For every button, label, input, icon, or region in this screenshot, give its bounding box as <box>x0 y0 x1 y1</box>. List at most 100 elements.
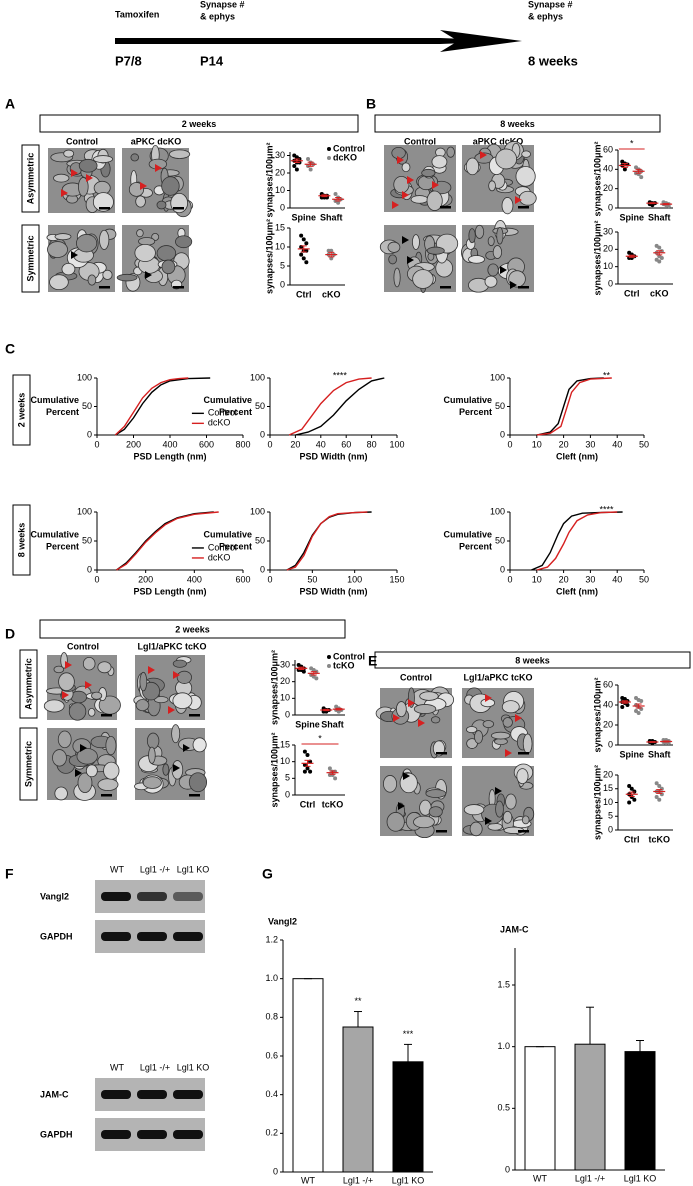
bar <box>342 1026 374 1173</box>
data-point <box>627 800 632 805</box>
category-label: Spine <box>291 212 316 222</box>
arrowhead <box>85 681 92 689</box>
micrograph-texture <box>57 730 72 749</box>
micrograph-texture <box>43 699 65 713</box>
arrowhead <box>173 671 180 679</box>
data-point <box>327 766 332 771</box>
x-tick-label: 100 <box>347 574 362 584</box>
micrograph-texture <box>49 274 69 291</box>
arrowhead <box>407 176 414 184</box>
x-tick-label: 0 <box>507 574 512 584</box>
data-point <box>305 753 310 757</box>
y-tick-label: 0 <box>608 824 613 834</box>
lane-label: Lgl1 KO <box>177 1062 210 1072</box>
significance: * <box>630 138 634 148</box>
y-axis-label: Cumulative <box>30 395 79 405</box>
arrowhead <box>515 196 522 204</box>
micrograph-texture <box>78 158 98 173</box>
data-point <box>654 781 659 786</box>
micrograph-texture <box>430 716 441 724</box>
band-label: JAM-C <box>40 1089 69 1099</box>
micrograph-texture <box>54 786 68 801</box>
micrograph-texture <box>502 810 513 824</box>
cdf-line <box>116 511 214 571</box>
bar <box>574 1043 606 1171</box>
legend-marker <box>327 655 331 659</box>
data-point <box>622 167 627 172</box>
x-tick-label: 50 <box>307 574 317 584</box>
cdf-line <box>531 511 623 571</box>
micrograph-texture <box>482 720 495 729</box>
y-tick-label: 0.5 <box>497 1103 510 1113</box>
y-tick-label: 20 <box>603 244 613 254</box>
micrograph-texture <box>446 146 455 158</box>
row-box <box>12 374 31 446</box>
x-tick-label: Lgl1 -/+ <box>343 1175 373 1185</box>
data-point <box>639 699 644 703</box>
arrowhead <box>62 691 69 699</box>
data-point <box>299 252 304 257</box>
cdf-line <box>536 377 612 436</box>
data-point <box>620 705 625 709</box>
micrograph-texture <box>130 153 140 162</box>
y-axis-label: Percent <box>46 407 79 417</box>
data-point <box>333 776 338 781</box>
y-tick-label: 50 <box>495 535 505 545</box>
column-label: Lgl1/aPKC tcKO <box>463 672 532 682</box>
panel-letter: E <box>368 653 377 669</box>
data-point <box>301 256 306 261</box>
micrograph-texture <box>87 274 97 286</box>
title-box <box>374 651 691 669</box>
y-axis-label: Percent <box>459 407 492 417</box>
micrograph-texture <box>92 192 114 212</box>
timeline-label: Synapse # <box>200 0 245 9</box>
micrograph-texture <box>170 192 189 214</box>
y-axis-label: Cumulative <box>203 395 252 405</box>
micrograph-texture <box>192 737 207 753</box>
micrograph-texture <box>393 267 401 288</box>
blot-band <box>173 1090 203 1099</box>
micrograph-texture <box>466 738 478 749</box>
y-tick-label: 100 <box>490 506 505 516</box>
y-axis-label: synapses/100μm² <box>269 732 279 807</box>
micrograph-texture <box>54 233 72 241</box>
micrograph-texture <box>75 234 98 253</box>
micrograph-texture <box>91 691 103 700</box>
micrograph-texture <box>148 746 156 764</box>
micrograph-texture <box>431 155 448 169</box>
arrowhead <box>148 666 155 674</box>
y-axis-label: Percent <box>219 541 252 551</box>
timeline-label: & ephys <box>200 11 235 21</box>
chart-title: Vangl2 <box>268 916 297 926</box>
y-tick-label: 20 <box>603 769 613 779</box>
arrowhead <box>403 772 410 780</box>
x-tick-label: 800 <box>235 439 250 449</box>
micrograph-texture <box>105 735 117 756</box>
row-label: Symmetric <box>25 235 35 281</box>
y-axis-label: synapses/100μm² <box>264 219 274 294</box>
data-point <box>659 256 664 260</box>
micrograph-texture <box>161 176 180 196</box>
cdf-line <box>295 377 385 436</box>
micrograph-texture <box>393 175 410 194</box>
y-axis-label: synapses/100μm² <box>269 650 279 725</box>
y-tick-label: 10 <box>280 693 290 703</box>
significance: *** <box>403 1029 414 1039</box>
micrograph-texture <box>156 200 167 210</box>
scale-bar <box>518 752 529 755</box>
cdf-line <box>288 377 372 436</box>
x-tick-label: 40 <box>612 574 622 584</box>
y-tick-label: 50 <box>255 401 265 411</box>
y-tick-label: 0.6 <box>265 1050 278 1060</box>
y-tick-label: 10 <box>603 797 613 807</box>
y-axis-label: synapses/100μm² <box>592 765 602 840</box>
scale-bar <box>518 206 529 209</box>
cdf-line <box>536 511 618 571</box>
x-axis-label: Cleft (nm) <box>556 586 598 596</box>
micrograph-texture <box>413 704 437 714</box>
x-tick-label: 150 <box>389 574 404 584</box>
lane-label: WT <box>110 864 124 874</box>
micrograph-texture <box>488 180 496 192</box>
timeline-label: Tamoxifen <box>115 9 159 19</box>
x-axis-label: PSD Length (nm) <box>134 586 207 596</box>
